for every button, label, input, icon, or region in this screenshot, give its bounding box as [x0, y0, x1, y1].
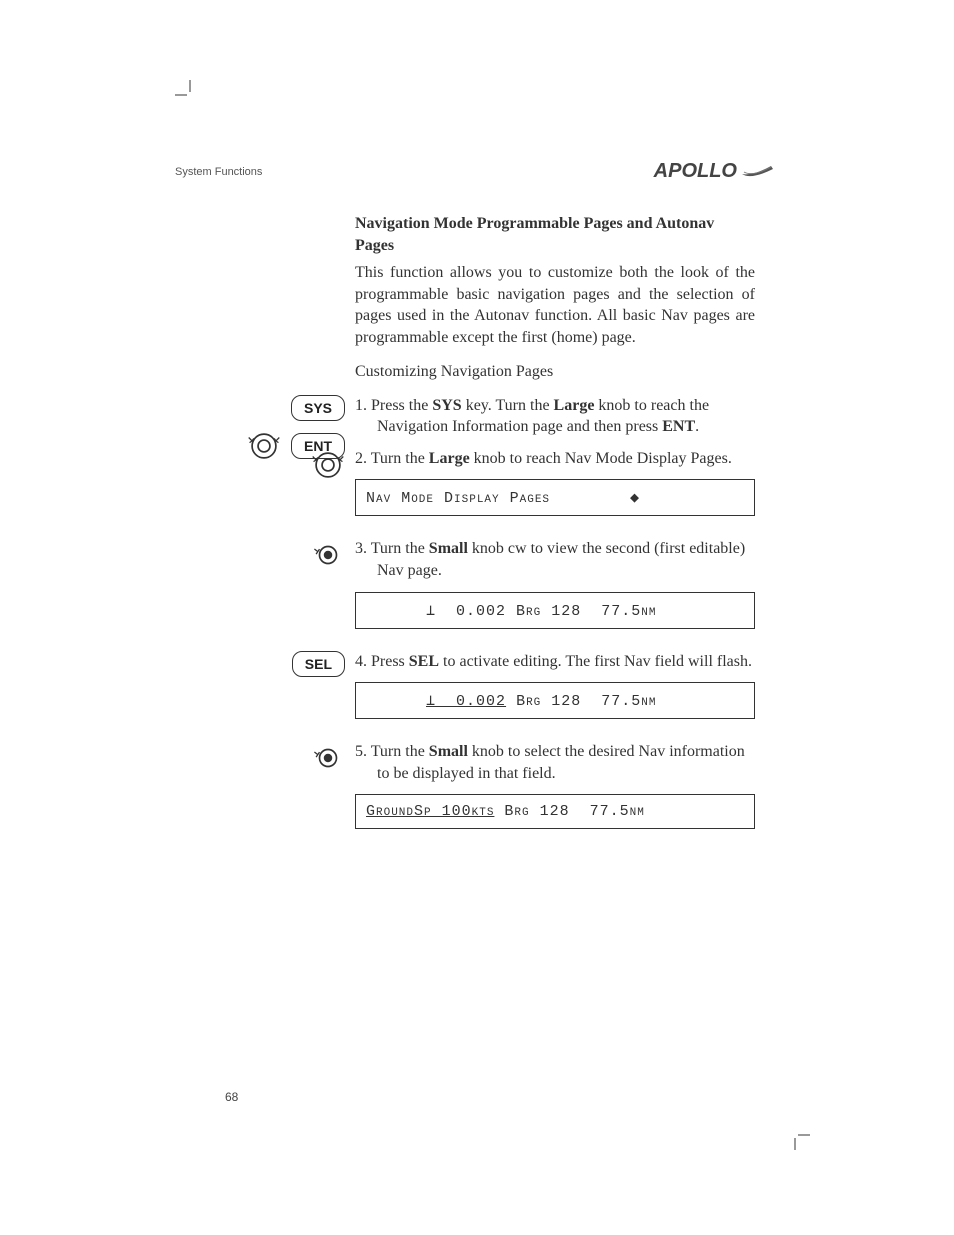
- page-number: 68: [225, 1090, 238, 1104]
- logo-swoosh-icon: [741, 162, 775, 182]
- step-3: 3. Turn the Small knob cw to view the se…: [355, 538, 755, 581]
- lcd-display-3: ⊥ 0.002 Brg 128 77.5nm: [355, 682, 755, 719]
- step-4: 4. Press SEL to activate editing. The fi…: [355, 651, 755, 673]
- apollo-logo: APOLLO: [654, 160, 775, 183]
- lcd-display-1: Nav Mode Display Pages ◆: [355, 479, 755, 516]
- lcd-display-4: GroundSp 100kts Brg 128 77.5nm: [355, 794, 755, 829]
- sel-key-icon: SEL: [292, 651, 345, 677]
- step-5: 5. Turn the Small knob to select the des…: [355, 741, 755, 784]
- step-2: 2. Turn the Large knob to reach Nav Mode…: [355, 448, 755, 470]
- page-header: System Functions APOLLO: [175, 80, 775, 183]
- small-knob-icon: [311, 538, 345, 572]
- subheading: Customizing Navigation Pages: [355, 363, 755, 381]
- small-knob-icon: [311, 741, 345, 775]
- section-label: System Functions: [175, 166, 262, 178]
- sys-key-icon: SYS: [291, 395, 345, 421]
- page-content: System Functions APOLLO Navigation Mode …: [175, 80, 775, 851]
- intro-paragraph: This function allows you to customize bo…: [355, 262, 755, 348]
- large-knob-icon: [311, 448, 345, 482]
- step-1: 1. Press the SYS key. Turn the Large kno…: [355, 395, 755, 438]
- crop-mark-br: [780, 1120, 810, 1150]
- lcd-display-2: ⊥ 0.002 Brg 128 77.5nm: [355, 592, 755, 629]
- section-heading: Navigation Mode Programmable Pages and A…: [355, 213, 755, 256]
